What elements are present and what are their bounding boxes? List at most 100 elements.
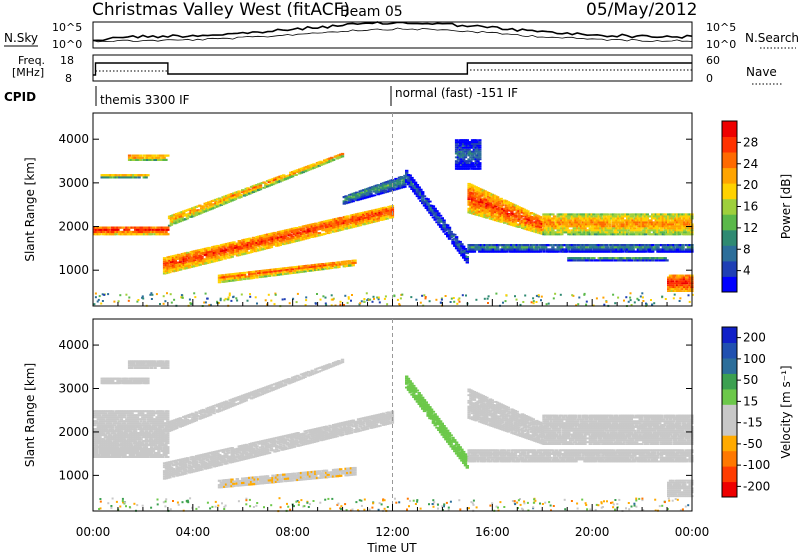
echo-cell xyxy=(230,251,234,254)
echo-cell xyxy=(380,182,384,185)
echo-cell xyxy=(586,213,591,216)
echo-cell xyxy=(255,241,259,244)
echo-cell xyxy=(356,212,361,215)
echo-cell xyxy=(237,196,241,199)
echo-cell xyxy=(112,446,116,449)
echo-cell xyxy=(344,262,348,265)
echo-cell xyxy=(476,158,480,161)
echo-cell xyxy=(454,239,459,242)
echo-cell xyxy=(515,211,519,214)
echo-cell xyxy=(308,269,313,272)
echo-cell xyxy=(137,156,141,159)
echo-cell xyxy=(182,212,186,215)
echo-cell xyxy=(540,218,544,221)
echo-cell xyxy=(665,259,669,262)
echo-cell xyxy=(217,276,222,279)
echo-cell xyxy=(688,244,692,247)
echo-cell xyxy=(187,259,192,261)
cpid-row: CPID themis 3300 IF normal (fast) -151 I… xyxy=(4,86,518,107)
echo-cell xyxy=(226,273,231,276)
echo-cell xyxy=(599,213,603,216)
echo-cell xyxy=(556,217,560,220)
echo-cell xyxy=(374,214,379,217)
echo-cell xyxy=(638,221,642,224)
speckle-cell xyxy=(486,297,489,300)
echo-cell xyxy=(187,255,192,258)
echo-cell xyxy=(617,227,621,230)
speckle-cell xyxy=(216,300,219,303)
echo-cell xyxy=(683,221,687,224)
echo-cell xyxy=(335,217,339,220)
echo-cell xyxy=(479,192,484,195)
speckle-cell xyxy=(603,303,606,306)
echo-cell xyxy=(683,233,687,236)
echo-cell xyxy=(488,213,493,216)
echo-cell xyxy=(658,219,662,222)
echo-cell xyxy=(497,202,502,205)
echo-cell xyxy=(306,270,311,272)
echo-cell xyxy=(216,244,220,247)
echo-cell xyxy=(659,221,664,224)
echo-cell xyxy=(349,218,354,221)
echo-cell xyxy=(626,213,630,216)
echo-cell xyxy=(617,257,621,260)
echo-cell xyxy=(651,250,655,253)
echo-cell xyxy=(472,248,477,251)
speckle-cell xyxy=(128,296,131,299)
echo-cell xyxy=(462,164,466,166)
echo-cell xyxy=(586,219,591,222)
echo-cell xyxy=(508,202,512,204)
echo-cell xyxy=(332,228,336,231)
echo-cell xyxy=(670,223,674,226)
echo-cell xyxy=(683,288,687,290)
echo-cell xyxy=(303,268,307,271)
echo-cell xyxy=(438,220,443,223)
echo-cell xyxy=(374,188,379,191)
echo-cell xyxy=(177,265,181,268)
echo-cell xyxy=(217,197,222,200)
echo-cell xyxy=(462,245,466,248)
echo-cell xyxy=(565,244,569,247)
echo-cell xyxy=(652,225,657,228)
echo-cell xyxy=(572,244,576,247)
echo-cell xyxy=(339,153,343,156)
echo-cell xyxy=(590,229,594,232)
echo-cell xyxy=(239,196,243,199)
echo-cell xyxy=(667,244,671,247)
echo-cell xyxy=(171,262,176,265)
echo-cell xyxy=(462,143,466,145)
echo-cell xyxy=(274,176,279,179)
echo-cell xyxy=(597,233,601,236)
speckle-cell xyxy=(645,303,648,306)
echo-cell xyxy=(241,191,245,194)
echo-cell xyxy=(476,192,480,195)
echo-cell xyxy=(155,230,159,234)
echo-cell xyxy=(565,217,569,220)
echo-cell xyxy=(360,191,364,194)
echo-cell xyxy=(93,430,97,433)
echo-cell xyxy=(674,244,678,247)
echo-cell xyxy=(606,257,610,260)
echo-cell xyxy=(107,176,111,179)
echo-cell xyxy=(504,212,509,215)
echo-cell xyxy=(476,198,480,201)
echo-cell xyxy=(278,236,282,239)
echo-cell xyxy=(460,164,464,166)
echo-cell xyxy=(528,225,532,228)
echo-cell xyxy=(652,257,657,260)
echo-cell xyxy=(608,229,612,232)
echo-cell xyxy=(478,152,482,155)
echo-cell xyxy=(388,181,393,184)
echo-cell xyxy=(672,213,676,216)
echo-cell xyxy=(332,222,336,225)
echo-cell xyxy=(656,227,660,230)
echo-cell xyxy=(567,217,571,220)
echo-cell xyxy=(135,226,140,229)
speckle-cell xyxy=(217,301,220,304)
echo-cell xyxy=(503,199,507,202)
speckle-cell xyxy=(461,294,464,297)
echo-cell xyxy=(586,221,591,224)
echo-cell xyxy=(476,244,480,247)
echo-cell xyxy=(232,251,236,254)
echo-cell xyxy=(162,154,166,157)
